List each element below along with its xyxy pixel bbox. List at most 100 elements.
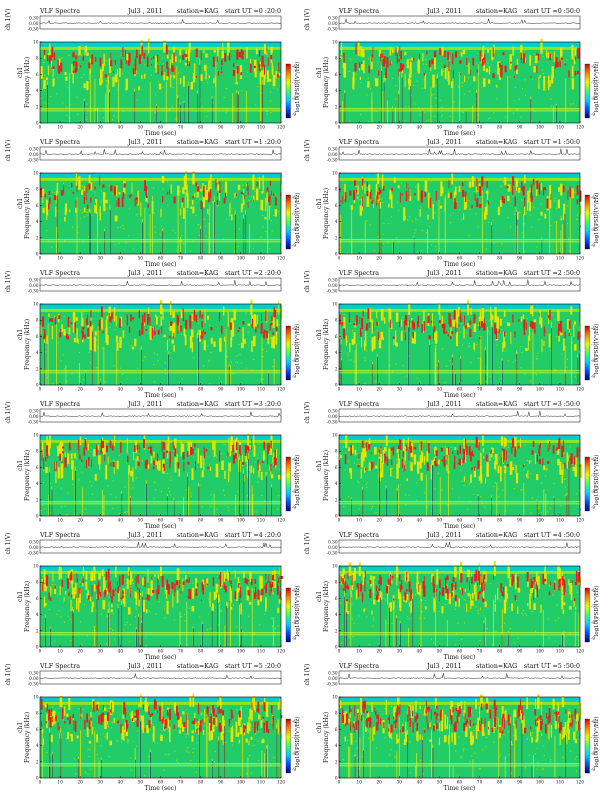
spectrogram-speckle xyxy=(181,598,183,600)
spectrogram-speckle xyxy=(514,70,517,72)
spectrogram-speckle xyxy=(184,620,186,622)
spectrogram-speckle xyxy=(185,210,187,213)
panel-start-ut: start UT =2 :20:0 xyxy=(225,270,281,277)
spectrogram-speckle xyxy=(155,231,157,233)
activity-yellow xyxy=(52,66,54,77)
spectrogram-speckle xyxy=(201,363,203,366)
waveform-tick-label: 0.30 xyxy=(328,16,338,21)
spectrogram-speckle xyxy=(421,233,423,235)
activity-red xyxy=(189,320,192,329)
spectrogram-speckle xyxy=(265,637,267,639)
activity-red xyxy=(135,55,138,58)
spectrogram-speckle xyxy=(128,208,130,210)
activity-red xyxy=(58,315,61,320)
spectrogram-speckle xyxy=(251,369,253,371)
colorbar-tick-label: -7 xyxy=(292,211,296,216)
spectrogram-speckle xyxy=(520,367,522,369)
activity-red xyxy=(144,460,148,469)
spectrogram-speckle xyxy=(274,192,276,195)
spectrogram-speckle xyxy=(142,359,144,361)
spectrogram-speckle xyxy=(245,313,247,315)
activity-yellow xyxy=(485,68,489,73)
waveform-frame xyxy=(338,277,581,292)
activity-yellow xyxy=(161,175,165,183)
activity-yellow xyxy=(495,458,498,465)
spectrogram-speckle xyxy=(392,77,394,79)
spectrogram-speckle xyxy=(43,455,45,457)
activity-yellow xyxy=(60,463,64,479)
activity-red xyxy=(265,310,267,322)
spectrogram-speckle xyxy=(53,460,55,462)
spectrogram-speckle xyxy=(262,210,264,212)
spectrogram-speckle xyxy=(405,504,407,506)
x-tick-label: 20 xyxy=(376,125,382,130)
activity-red xyxy=(166,579,169,586)
spectrogram-speckle xyxy=(167,575,169,577)
spectrogram-speckle xyxy=(136,349,138,351)
activity-red xyxy=(230,580,232,584)
spectrogram-speckle xyxy=(108,184,110,186)
spectrogram-speckle xyxy=(422,219,424,221)
activity-red xyxy=(109,440,111,448)
spectrogram-speckle xyxy=(99,586,102,589)
activity-red xyxy=(423,321,425,332)
activity-red xyxy=(130,314,132,322)
spectrogram-speckle xyxy=(273,87,275,89)
spectrogram-speckle xyxy=(436,76,438,78)
spectrogram-speckle xyxy=(430,181,432,183)
spectrogram-speckle xyxy=(85,612,87,614)
spectrogram-speckle xyxy=(142,366,144,369)
x-tick-label: 50 xyxy=(437,518,443,523)
spectrogram-speckle xyxy=(520,489,522,491)
activity-yellow xyxy=(191,199,194,205)
activity-yellow xyxy=(458,185,461,192)
activity-yellow xyxy=(224,181,228,196)
spectrogram-speckle xyxy=(359,361,361,363)
spectrogram-speckle xyxy=(223,96,225,99)
spectrogram-speckle xyxy=(488,221,490,224)
spectrogram-speckle xyxy=(56,613,58,615)
spectrogram-speckle xyxy=(78,351,80,354)
spectrogram-speckle xyxy=(533,98,535,100)
activity-red xyxy=(439,48,441,55)
activity-yellow xyxy=(484,478,487,484)
activity-red xyxy=(167,67,169,77)
spectrogram-speckle xyxy=(341,209,343,211)
spectrogram-speckle xyxy=(154,481,156,484)
activity-yellow xyxy=(115,315,117,327)
spectrogram-speckle xyxy=(477,53,479,55)
activity-yellow xyxy=(222,306,225,316)
spectrogram-speckle xyxy=(561,319,563,322)
spectrogram-speckle xyxy=(353,462,355,464)
spectrogram-speckle xyxy=(255,511,257,513)
activity-red xyxy=(96,444,98,454)
activity-yellow xyxy=(64,203,68,213)
sferic-dark xyxy=(85,371,86,385)
activity-yellow xyxy=(128,607,131,615)
activity-red xyxy=(490,451,492,454)
activity-yellow xyxy=(178,322,180,331)
spectrogram-speckle xyxy=(68,597,70,599)
spectrogram-speckle xyxy=(47,478,49,480)
spectrogram-speckle xyxy=(91,493,94,495)
activity-red xyxy=(48,203,50,210)
y-tick-label: 4 xyxy=(335,350,338,355)
activity-red xyxy=(366,442,368,452)
y-tick-label: 10 xyxy=(332,433,338,438)
spectrogram-speckle xyxy=(147,451,149,453)
spectrogram-speckle xyxy=(48,317,50,319)
spectrogram-speckle xyxy=(129,624,131,626)
activity-red xyxy=(122,192,125,199)
spectrogram-speckle xyxy=(451,56,453,58)
activity-yellow xyxy=(539,309,541,323)
activity-red xyxy=(372,47,374,58)
activity-yellow xyxy=(558,335,560,342)
spectrogram-speckle xyxy=(408,58,411,61)
activity-yellow xyxy=(271,66,274,76)
spectrogram-speckle xyxy=(209,494,211,496)
spectrogram-speckle xyxy=(52,478,54,480)
x-tick-label: 20 xyxy=(376,387,382,392)
sferic-line xyxy=(94,78,96,123)
x-tick-label: 40 xyxy=(417,256,423,261)
spectrogram-speckle xyxy=(273,636,275,638)
